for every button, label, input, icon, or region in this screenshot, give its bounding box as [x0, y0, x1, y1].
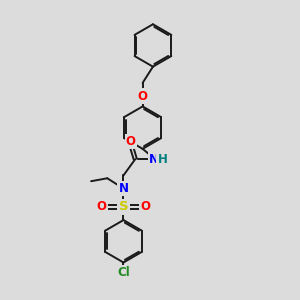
Text: S: S — [119, 200, 128, 213]
Text: Cl: Cl — [117, 266, 130, 279]
Text: O: O — [96, 200, 106, 213]
Text: N: N — [148, 153, 158, 166]
Text: H: H — [158, 153, 167, 166]
Text: O: O — [141, 200, 151, 213]
Text: O: O — [138, 90, 148, 103]
Text: O: O — [126, 135, 136, 148]
Text: N: N — [118, 182, 128, 195]
